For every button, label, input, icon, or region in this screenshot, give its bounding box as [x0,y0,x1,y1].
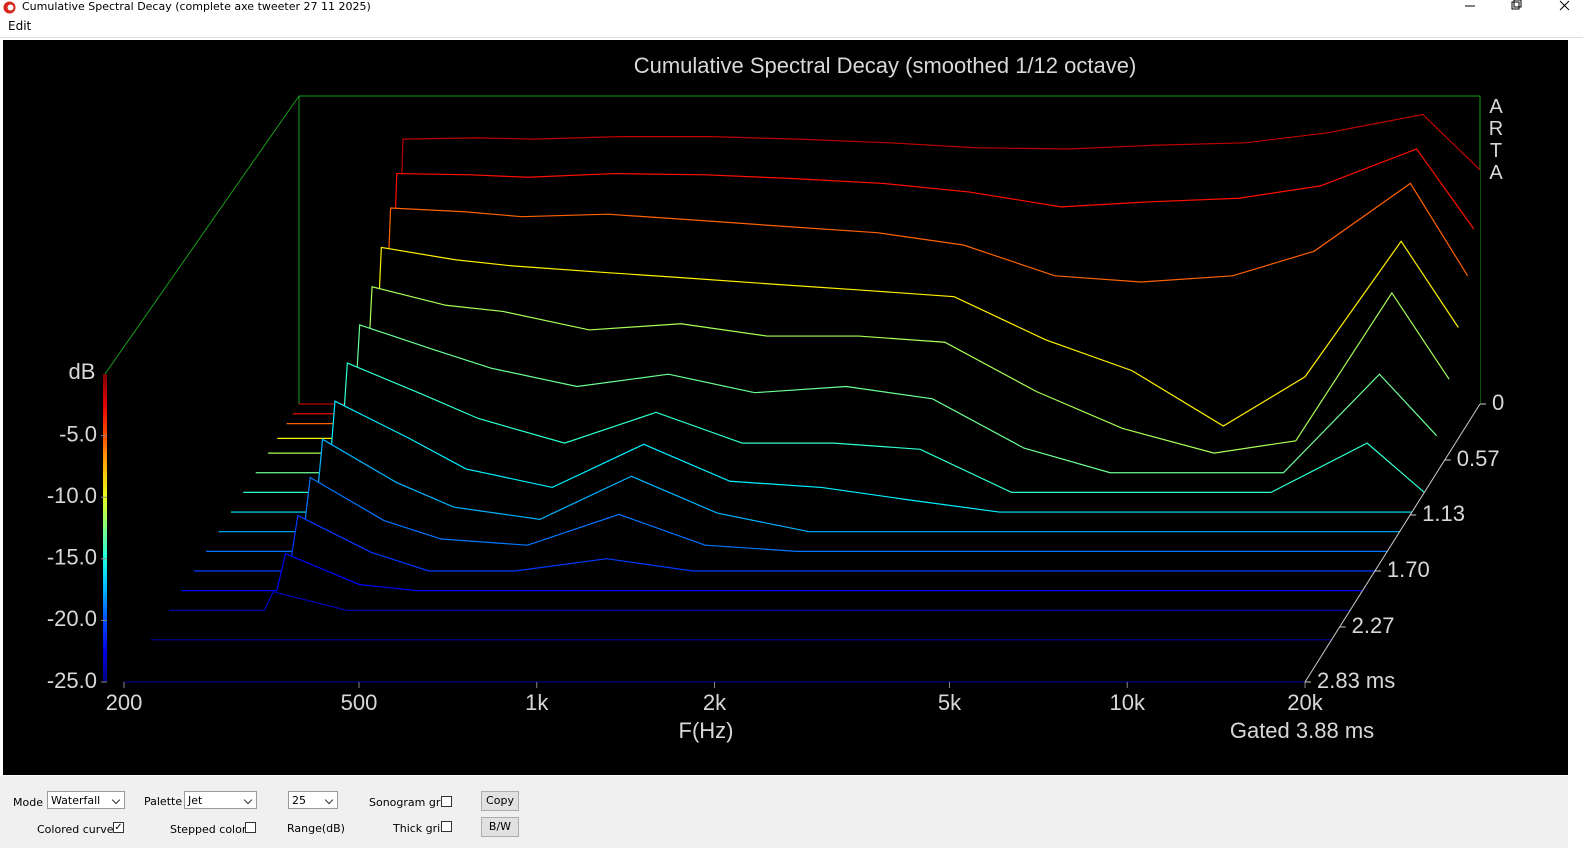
y-tick-label: -25.0 [47,668,97,693]
palette-label: Palette [144,795,183,808]
z-tick-label: 1.13 [1422,501,1465,526]
z-axis [1304,403,1481,683]
slice-curve [268,286,1450,454]
control-panel: Mode Waterfall Palette Jet 25 Range(dB) … [0,776,1568,848]
slice-curve [169,591,1351,611]
x-tick-label: 200 [106,690,143,715]
colored-curves-checkbox[interactable]: ✓ [113,822,124,833]
title-bar: Cumulative Spectral Decay (complete axe … [0,0,1583,16]
slice-curve [206,476,1388,552]
slice-curve [193,514,1375,572]
mode-label: Mode [13,796,43,809]
colored-curves-label: Colored curves [37,823,120,836]
slice-curve [255,324,1438,474]
x-tick-label: 1k [525,690,549,715]
range-label: Range(dB) [287,822,345,835]
slice-curve [230,400,1412,513]
sonogram-grid-checkbox[interactable] [441,796,452,807]
slice-curve [286,182,1469,425]
color-bar [103,374,107,682]
y-tick-label: -15.0 [47,545,97,570]
slice-curve [218,438,1400,533]
gate-note: Gated 3.88 ms [1230,718,1374,743]
z-tick-label: 2.27 [1352,613,1395,638]
chart-title: Cumulative Spectral Decay (smoothed 1/12… [634,53,1137,78]
z-tick-label: 0 [1492,390,1504,415]
z-tick-label: 2.83 ms [1317,668,1395,693]
slice-curve [299,113,1481,405]
x-tick-label: 500 [341,690,378,715]
z-tick-label: 1.70 [1387,557,1430,582]
x-tick-label: 2k [703,690,727,715]
range-spinner[interactable]: 25 [288,791,338,809]
slice-mask [230,401,1412,513]
slice-curve [292,148,1475,415]
y-axis-label: dB [69,359,96,384]
slice-mask [255,324,1437,473]
stepped-colors-checkbox[interactable] [245,822,256,833]
palette-select[interactable]: Jet [184,791,257,809]
slice-curve [277,240,1459,439]
stepped-colors-label: Stepped colors [170,823,253,836]
x-tick-label: 10k [1109,690,1145,715]
y-tick-label: -20.0 [47,606,97,631]
bw-button[interactable]: B/W [481,817,519,837]
z-tick-label: 0.57 [1457,446,1500,471]
window-buttons[interactable] [1450,0,1583,16]
slice-curve [243,362,1425,494]
menu-bar: Edit [0,17,1583,38]
x-tick-label: 5k [938,690,962,715]
frame-line [104,95,300,375]
slice-mask [181,553,1363,591]
chart: Cumulative Spectral Decay (smoothed 1/12… [3,40,1568,775]
watermark: ARTA [1485,96,1507,184]
thick-grid-label: Thick grid [393,822,448,835]
y-tick-label: -10.0 [47,483,97,508]
copy-button[interactable]: Copy [481,791,519,811]
y-tick-label: -5.0 [59,421,97,446]
sonogram-grid-label: Sonogram grid [369,796,451,809]
slice-curve [181,552,1363,592]
menu-item[interactable]: Edit [8,19,32,33]
x-axis-label: F(Hz) [679,718,734,743]
thick-grid-checkbox[interactable] [441,821,452,832]
slice-mask [243,363,1425,493]
window-title: Cumulative Spectral Decay (complete axe … [22,0,371,13]
x-tick-label: 20k [1287,690,1323,715]
app-icon [3,1,16,14]
mode-select[interactable]: Waterfall [47,791,125,809]
slice-mask [169,591,1351,611]
